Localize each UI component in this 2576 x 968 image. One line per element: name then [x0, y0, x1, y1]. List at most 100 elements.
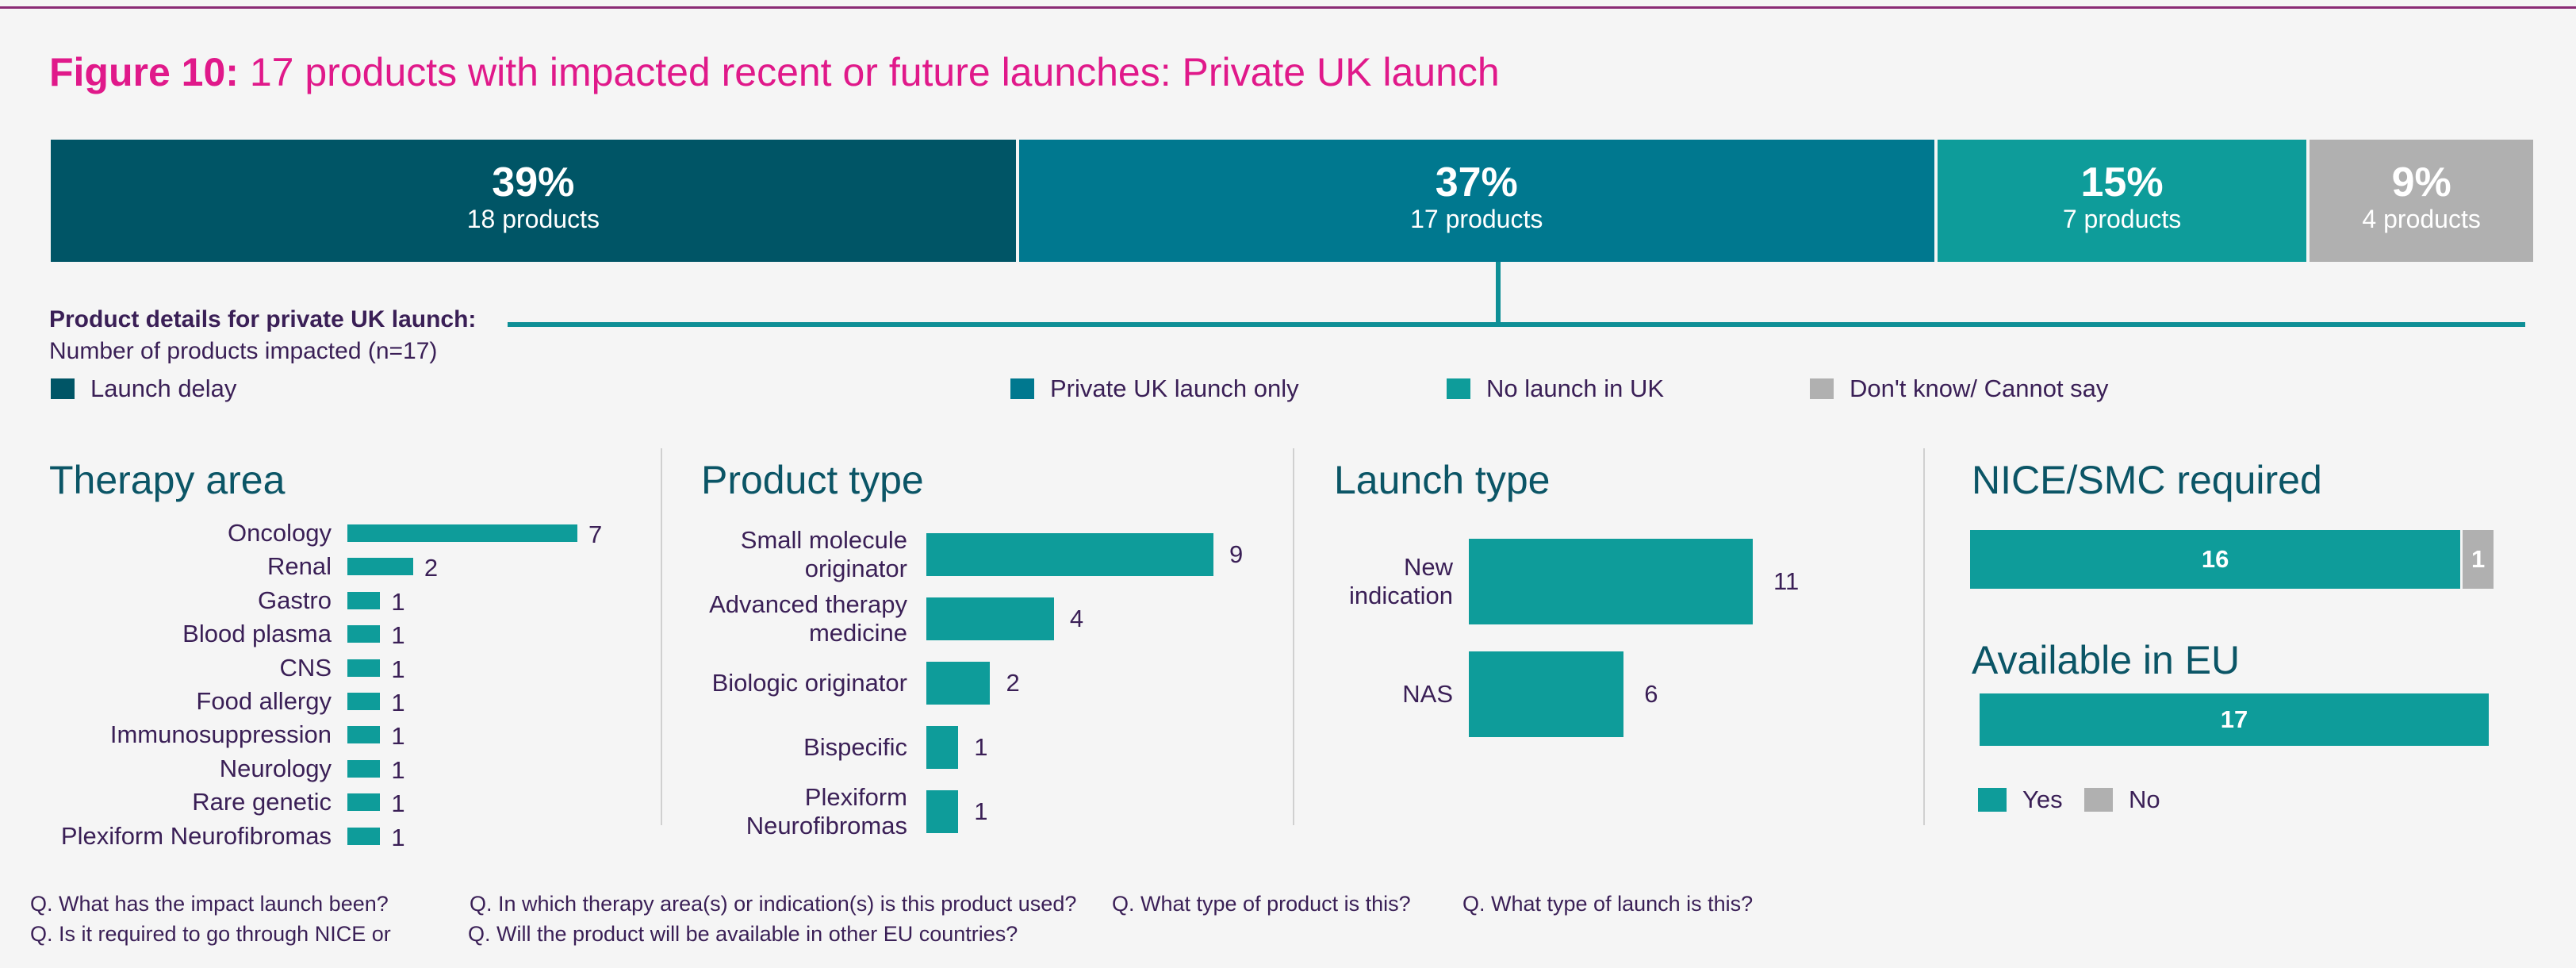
- bar: [926, 726, 959, 769]
- footnote: Q. What type of product is this?: [1112, 892, 1411, 916]
- bar-category-label-line: Advanced therapy: [709, 590, 907, 618]
- stack-count-label: 4 products: [2362, 205, 2481, 233]
- bar-value-label: 1: [391, 755, 405, 784]
- bar-category-label-line: Bispecific: [803, 733, 907, 761]
- figure-title-text: 17 products with impacted recent or futu…: [249, 50, 1500, 94]
- footnote: Q. Is it required to go through NICE or: [30, 922, 391, 946]
- bar-value-label: 1: [391, 689, 405, 716]
- bar-category-label: Immunosuppression: [110, 720, 332, 749]
- bar-category-label-line: Food allergy: [196, 687, 332, 715]
- bar-value-label: 1: [391, 587, 405, 616]
- legend-label: Don't know/ Cannot say: [1850, 375, 2109, 402]
- legend-swatch: [1447, 378, 1470, 399]
- bar-category-label-line: Neurology: [219, 754, 332, 782]
- bar: [926, 790, 959, 833]
- stack-percent-label: 37%: [1435, 159, 1518, 206]
- bar-category-label: Neurology: [220, 755, 332, 783]
- bar-category-label-line: originator: [804, 555, 907, 582]
- bar-value-label: 1: [974, 733, 988, 761]
- bar-category-label: Plexiform Neurofibromas: [746, 783, 907, 840]
- bar-value-label: 1: [391, 823, 405, 851]
- bar: [347, 591, 381, 609]
- stack-segment: 39% 18 products: [51, 140, 1016, 262]
- bar-value-label: 7: [588, 520, 603, 548]
- bar-category-label: Gastro: [258, 586, 332, 615]
- legend-swatch: [51, 378, 75, 399]
- legend-label: Private UK launch only: [1050, 375, 1299, 402]
- bar-value-label: 1: [391, 655, 405, 683]
- bar-category-label-line: Biologic originator: [711, 669, 907, 697]
- stack-count-label: 7 products: [2062, 205, 2182, 233]
- bar: [1469, 651, 1624, 737]
- panel-title-launch-type: Launch type: [1334, 458, 1551, 502]
- bar-value-label: 4: [1069, 605, 1084, 632]
- bar-value-label: 9: [1229, 540, 1244, 568]
- bar-category-label: NAS: [1402, 680, 1453, 709]
- legend-launch-delay: Launch delay: [51, 375, 236, 403]
- stack-segment: 37% 17 products: [1018, 140, 1934, 262]
- bar: [347, 693, 381, 710]
- bar-category-label-line: Blood plasma: [182, 620, 332, 648]
- legend-swatch: [2084, 788, 2113, 812]
- bar-value-label: 1: [974, 797, 988, 825]
- legend-swatch: [1010, 378, 1034, 399]
- stacked-bar-segment: 16: [1970, 530, 2461, 589]
- bar: [347, 524, 577, 542]
- panel-title-product-type: Product type: [701, 458, 924, 502]
- bar-category-label: Biologic originator: [712, 669, 907, 697]
- legend-label: Yes: [2022, 786, 2063, 813]
- legend-label: No launch in UK: [1486, 375, 1665, 402]
- bar: [926, 662, 991, 705]
- bar-category-label: New indication: [1349, 553, 1453, 610]
- bar-category-label-line: Oncology: [228, 519, 332, 547]
- bar-category-label: Advanced therapy medicine: [709, 590, 907, 647]
- bar-category-label: Rare genetic: [192, 788, 332, 816]
- bar-category-label: CNS: [280, 654, 332, 682]
- legend-yes: Yes: [1978, 786, 2063, 814]
- bar-category-label-line: Gastro: [257, 586, 332, 614]
- bar-category-label-line: Renal: [267, 552, 332, 581]
- stack-percent-label: 15%: [2080, 159, 2164, 206]
- stack-count-label: 17 products: [1410, 205, 1543, 233]
- footnote: Q. What type of launch is this?: [1462, 892, 1754, 916]
- details-heading: Product details for private UK launch:: [49, 306, 477, 332]
- bar: [926, 533, 1213, 576]
- figure-title: Figure 10: 17 products with impacted rec…: [49, 49, 1500, 95]
- bar-category-label: Food allergy: [196, 687, 332, 716]
- bar-category-label-line: medicine: [808, 619, 907, 647]
- bar-category-label-line: Small molecule: [740, 526, 907, 554]
- bar-category-label: Small molecule originator: [741, 526, 907, 583]
- legend-label: No: [2129, 786, 2160, 813]
- bar: [347, 759, 381, 778]
- bar: [347, 625, 381, 643]
- stacked-bar-segment: 17: [1980, 693, 2489, 746]
- bar-category-label-line: Immunosuppression: [109, 720, 332, 749]
- legend-no: No: [2084, 786, 2160, 814]
- bar: [347, 827, 381, 845]
- bar-category-label-line: Plexiform Neurofibromas: [60, 821, 332, 850]
- bar-category-label: Bispecific: [803, 733, 907, 762]
- legend-no-launch: No launch in UK: [1447, 375, 1664, 403]
- bar-category-label-line: Rare genetic: [192, 788, 332, 816]
- stack-percent-label: 9%: [2391, 159, 2451, 206]
- legend-dont-know: Don't know/ Cannot say: [1810, 375, 2108, 403]
- bar-value-label: 2: [1006, 669, 1020, 697]
- bar-category-label-line: CNS: [279, 653, 332, 682]
- bar: [347, 659, 381, 677]
- bar-category-label-line: Plexiform: [804, 783, 907, 811]
- bar-category-label: Plexiform Neurofibromas: [61, 822, 332, 851]
- bar-category-label-line: NAS: [1402, 680, 1453, 708]
- stack-segment: 15% 7 products: [1937, 140, 2307, 262]
- impact-stacked-bar: 39% 18 products 37% 17 products 15% 7 product…: [51, 140, 2533, 262]
- bar: [347, 558, 413, 576]
- bar-value-label: 1: [391, 621, 405, 650]
- details-subheading: Number of products impacted (n=17): [49, 338, 438, 364]
- bar-category-label: Oncology: [228, 519, 332, 547]
- panel-divider: [1923, 448, 1925, 825]
- bar-value-label: 2: [424, 554, 439, 582]
- connector-horizontal: [508, 322, 2525, 327]
- footnote: Q. In which therapy area(s) or indicatio…: [470, 892, 1077, 916]
- bar-category-label-line: indication: [1349, 582, 1453, 609]
- stack-percent-label: 39%: [492, 159, 575, 206]
- panel-title-nice: NICE/SMC required: [1972, 458, 2322, 502]
